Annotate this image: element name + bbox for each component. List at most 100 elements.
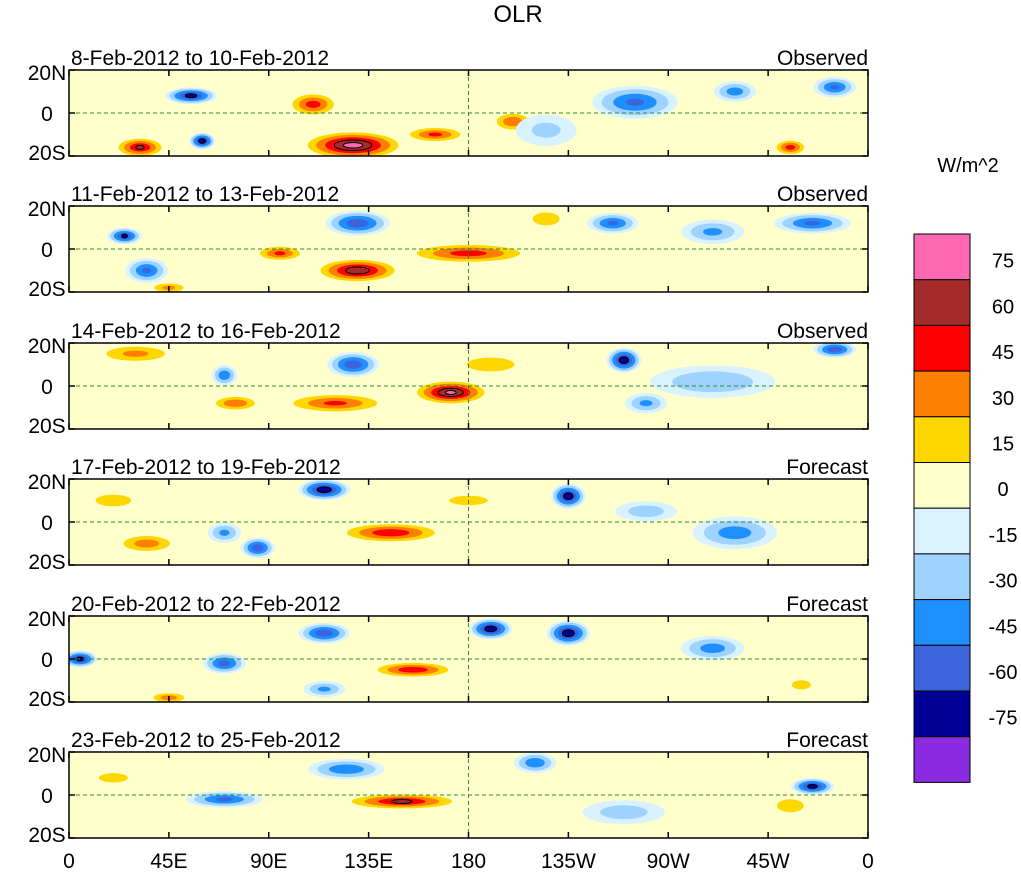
anomaly-blob <box>165 87 217 105</box>
y-tick-label: 0 <box>41 239 53 262</box>
anomaly-blob <box>551 483 586 509</box>
panel-period-label: 17-Feb-2012 to 19-Feb-2012 <box>71 456 341 479</box>
anomaly-contour <box>184 93 198 99</box>
anomaly-blob <box>773 139 808 156</box>
anomaly-contour <box>830 84 840 90</box>
anomaly-contour <box>563 492 574 501</box>
panel-kind-label: Observed <box>777 183 868 206</box>
anomaly-field <box>107 208 851 292</box>
anomaly-blob <box>411 379 490 406</box>
x-tick-label: 90E <box>250 850 287 873</box>
anomaly-contour <box>251 544 264 552</box>
panel-4: 20N 0 20S 17-Feb-2012 to 19-Feb-2012 Forecas… <box>28 456 869 574</box>
anomaly-blob <box>469 618 513 640</box>
colorbar-level-label: 60 <box>992 296 1014 318</box>
anomaly-contour <box>342 142 364 149</box>
colorbar-swatch <box>913 462 971 509</box>
colorbar-swatch <box>913 644 971 692</box>
anomaly-blob <box>202 652 246 674</box>
anomaly-blob <box>314 257 401 284</box>
anomaly-contour <box>428 132 443 137</box>
anomaly-blob <box>240 537 275 559</box>
anomaly-contour <box>776 799 804 813</box>
anomaly-contour <box>219 529 230 536</box>
anomaly-contour <box>607 220 619 226</box>
anomaly-contour <box>218 370 231 380</box>
anomaly-blob <box>513 752 557 774</box>
anomaly-contour <box>639 400 653 407</box>
colorbar-swatch <box>913 233 971 281</box>
anomaly-contour <box>344 360 362 369</box>
anomaly-contour <box>561 629 575 638</box>
anomaly-contour <box>98 773 128 783</box>
anomaly-contour <box>450 250 487 257</box>
colorbar-level-label: 30 <box>992 388 1014 410</box>
anomaly-contour <box>503 116 523 127</box>
anomaly-blob <box>790 778 835 795</box>
x-tick-label: 90W <box>647 850 690 873</box>
colorbar-level-label: 15 <box>992 434 1014 456</box>
y-tick-label: 20S <box>28 824 65 847</box>
anomaly-blob <box>774 212 851 234</box>
anomaly-contour <box>807 783 818 789</box>
units-label: W/m^2 <box>937 155 999 177</box>
anomaly-blob <box>515 114 577 146</box>
colorbar-swatch <box>913 599 971 646</box>
anomaly-blob <box>592 85 678 119</box>
anomaly-contour <box>134 539 160 548</box>
anomaly-contour <box>135 144 145 150</box>
anomaly-contour <box>600 805 648 820</box>
colorbar: W/m^2 75 60 45 30 15 0 -15 -30 -45 -60 -75 <box>913 155 1018 783</box>
panel-5: 20N 0 20S 20-Feb-2012 to 22-Feb-2012 Forecas… <box>28 593 869 711</box>
y-tick-label: 20S <box>28 278 65 301</box>
panel-kind-label: Observed <box>777 47 868 70</box>
panel-2: 20N 0 20S 11-Feb-2012 to 13-Feb-2012 Observe… <box>28 183 869 301</box>
anomaly-contour <box>315 629 334 637</box>
anomaly-blob <box>209 394 261 412</box>
panel-kind-label: Forecast <box>786 456 868 479</box>
panel-kind-label: Observed <box>777 320 868 343</box>
anomaly-blob <box>308 758 385 780</box>
panel-kind-label: Forecast <box>786 593 868 616</box>
anomaly-contour <box>142 267 152 274</box>
colorbar-level-label: 75 <box>992 251 1014 273</box>
anomaly-contour <box>827 346 843 353</box>
anomaly-field <box>82 479 778 559</box>
anomaly-blob <box>692 516 778 550</box>
anomaly-contour <box>372 529 410 537</box>
chart-title: OLR <box>493 1 542 28</box>
x-tick-label: 135E <box>344 850 393 873</box>
anomaly-contour <box>274 251 286 256</box>
panel-period-label: 11-Feb-2012 to 13-Feb-2012 <box>71 183 339 206</box>
anomaly-contour <box>804 220 821 226</box>
anomaly-contour <box>672 371 753 393</box>
anomaly-contour <box>628 505 664 518</box>
y-tick-label: 0 <box>41 103 53 126</box>
anomaly-contour <box>323 400 347 406</box>
anomaly-contour <box>95 494 132 507</box>
panel-1: 20N 0 20S 8-Feb-2012 to 10-Feb-2012 Observed <box>28 47 869 165</box>
anomaly-blob <box>681 219 745 245</box>
colorbar-level-label: -75 <box>989 708 1018 730</box>
anomaly-contour <box>328 764 364 774</box>
anomaly-contour <box>625 98 645 106</box>
anomaly-contour <box>484 625 498 633</box>
colorbar-swatch <box>913 324 971 372</box>
anomaly-contour <box>444 389 457 395</box>
anomaly-blob <box>337 522 445 544</box>
anomaly-contour <box>726 87 744 96</box>
anomaly-contour <box>198 138 207 144</box>
anomaly-blob <box>287 91 339 117</box>
anomaly-blob <box>341 793 463 810</box>
colorbar-swatch <box>913 279 971 326</box>
anomaly-blob <box>211 364 238 386</box>
anomaly-blob <box>403 126 468 143</box>
y-tick-label: 20S <box>28 551 65 574</box>
anomaly-contour <box>216 797 233 802</box>
x-tick-label: 0 <box>862 850 874 873</box>
anomaly-contour <box>525 758 545 768</box>
anomaly-contour <box>531 122 561 138</box>
anomaly-blob <box>813 343 857 358</box>
anomaly-blob <box>587 212 639 234</box>
